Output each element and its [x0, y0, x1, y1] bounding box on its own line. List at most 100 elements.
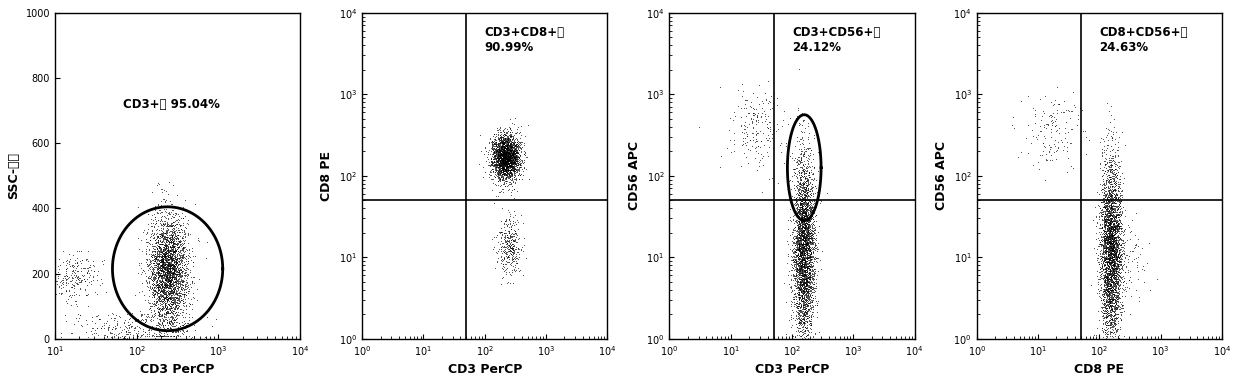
Point	[1098, 252, 1118, 259]
Point	[503, 238, 522, 244]
Point	[1096, 255, 1115, 262]
Point	[787, 324, 807, 330]
Point	[494, 177, 514, 183]
Point	[795, 238, 815, 244]
Point	[132, 331, 152, 337]
Point	[151, 288, 171, 295]
Point	[197, 239, 217, 246]
Point	[489, 169, 509, 175]
Point	[1106, 278, 1125, 285]
Point	[800, 244, 820, 250]
Point	[1101, 224, 1120, 231]
Point	[484, 152, 504, 159]
Point	[160, 251, 180, 257]
Point	[150, 281, 170, 287]
Point	[743, 137, 763, 143]
Point	[160, 270, 180, 276]
Point	[145, 248, 165, 254]
Point	[1092, 146, 1112, 152]
Point	[1099, 189, 1119, 195]
Point	[160, 320, 180, 326]
Point	[168, 244, 188, 250]
Point	[1103, 188, 1123, 194]
Point	[806, 293, 826, 299]
Point	[160, 242, 180, 249]
Point	[506, 160, 526, 166]
Point	[152, 253, 172, 259]
Point	[1093, 247, 1113, 254]
Point	[784, 256, 803, 262]
Point	[1101, 239, 1120, 245]
Point	[786, 234, 806, 241]
Point	[56, 298, 76, 304]
Point	[150, 307, 170, 313]
Point	[1103, 228, 1123, 234]
Point	[760, 106, 780, 113]
Point	[498, 154, 517, 160]
Point	[748, 114, 768, 120]
Point	[795, 257, 815, 263]
Point	[1109, 291, 1129, 297]
Point	[1102, 304, 1122, 311]
Point	[799, 221, 818, 227]
Point	[1102, 287, 1122, 293]
Point	[1099, 292, 1119, 298]
Point	[790, 233, 810, 239]
Point	[1039, 149, 1058, 155]
Point	[791, 146, 811, 152]
Point	[782, 336, 802, 342]
Point	[152, 262, 172, 268]
Point	[158, 249, 178, 255]
Point	[501, 143, 521, 149]
Point	[803, 271, 823, 277]
Point	[498, 142, 517, 148]
Point	[795, 279, 815, 285]
Point	[503, 151, 522, 157]
Point	[158, 284, 178, 290]
Point	[509, 166, 529, 172]
Point	[1112, 210, 1132, 216]
Point	[157, 250, 177, 256]
Point	[795, 336, 815, 342]
Point	[167, 251, 187, 257]
Point	[792, 257, 812, 263]
Point	[794, 324, 813, 330]
Point	[517, 154, 537, 160]
Point	[796, 233, 816, 239]
Point	[501, 251, 521, 257]
Point	[792, 241, 812, 247]
Point	[790, 300, 810, 306]
Point	[792, 329, 812, 335]
Point	[1097, 195, 1117, 201]
Point	[56, 272, 76, 278]
Point	[790, 200, 810, 206]
Point	[1103, 209, 1123, 215]
Point	[151, 282, 171, 288]
Point	[794, 146, 813, 152]
Point	[165, 266, 184, 272]
Point	[147, 284, 167, 290]
Point	[494, 139, 514, 145]
Point	[1097, 278, 1117, 285]
Point	[1101, 320, 1120, 326]
Point	[787, 234, 807, 240]
Point	[500, 165, 520, 172]
Point	[1096, 245, 1115, 251]
Point	[779, 251, 799, 257]
Point	[799, 296, 818, 302]
Point	[170, 264, 189, 270]
Point	[792, 224, 812, 230]
Point	[748, 112, 768, 118]
Point	[175, 270, 194, 276]
Point	[1103, 246, 1123, 252]
Point	[157, 252, 177, 259]
Point	[800, 199, 820, 205]
Point	[160, 283, 180, 289]
Point	[181, 257, 201, 263]
Point	[496, 163, 516, 169]
Point	[147, 267, 167, 273]
Point	[1099, 296, 1119, 302]
Point	[491, 142, 511, 149]
Point	[795, 238, 815, 244]
Point	[792, 336, 812, 342]
